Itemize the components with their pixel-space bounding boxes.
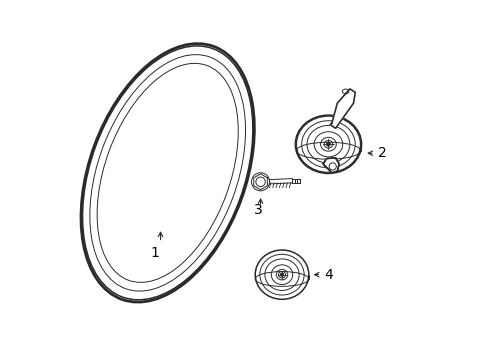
Circle shape: [326, 143, 329, 146]
Text: 4: 4: [324, 268, 333, 282]
Text: 2: 2: [377, 146, 386, 160]
Text: 1: 1: [150, 246, 159, 260]
Circle shape: [280, 273, 283, 276]
Polygon shape: [253, 174, 267, 190]
Polygon shape: [323, 158, 339, 173]
Polygon shape: [329, 89, 354, 128]
Text: 3: 3: [254, 203, 263, 217]
